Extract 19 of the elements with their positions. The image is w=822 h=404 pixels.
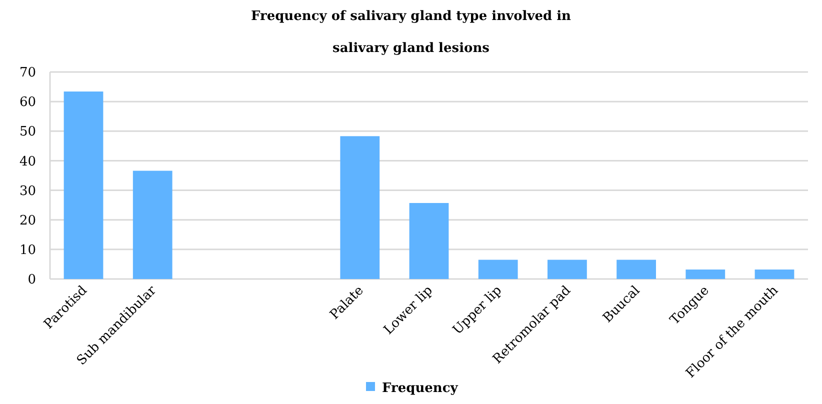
y-tick-label: 10 <box>19 242 36 258</box>
bar <box>478 260 518 279</box>
bar <box>340 136 380 279</box>
y-tick-label: 30 <box>19 184 36 199</box>
y-tick-label: 0 <box>28 272 36 288</box>
y-tick-label: 60 <box>19 95 36 110</box>
y-tick-label: 50 <box>19 124 36 140</box>
bar <box>64 92 104 279</box>
y-tick-label: 20 <box>19 213 36 228</box>
bar <box>686 270 726 279</box>
chart-title: Frequency of salivary gland type involved in salivary gland lesions <box>250 9 572 56</box>
bar <box>616 260 656 279</box>
bar <box>754 270 794 279</box>
legend-label: Frequency <box>382 381 458 396</box>
y-tick-label: 40 <box>19 154 36 170</box>
bar <box>548 260 587 279</box>
bar <box>409 203 449 279</box>
bar <box>132 170 172 279</box>
y-tick-label: 70 <box>19 66 36 81</box>
